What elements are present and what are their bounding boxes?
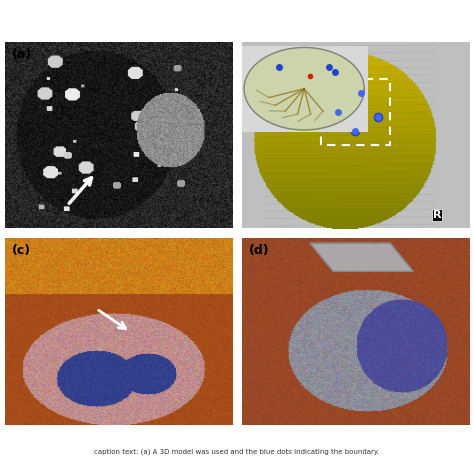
Text: (c): (c): [11, 244, 31, 257]
Text: R: R: [433, 210, 441, 219]
Text: (b): (b): [248, 48, 269, 61]
Polygon shape: [310, 243, 413, 271]
Text: (a): (a): [11, 48, 32, 61]
Text: (d): (d): [248, 244, 269, 257]
Text: caption text: (a) A 3D model was used and the blue dots indicating the boundary.: caption text: (a) A 3D model was used an…: [94, 448, 380, 455]
